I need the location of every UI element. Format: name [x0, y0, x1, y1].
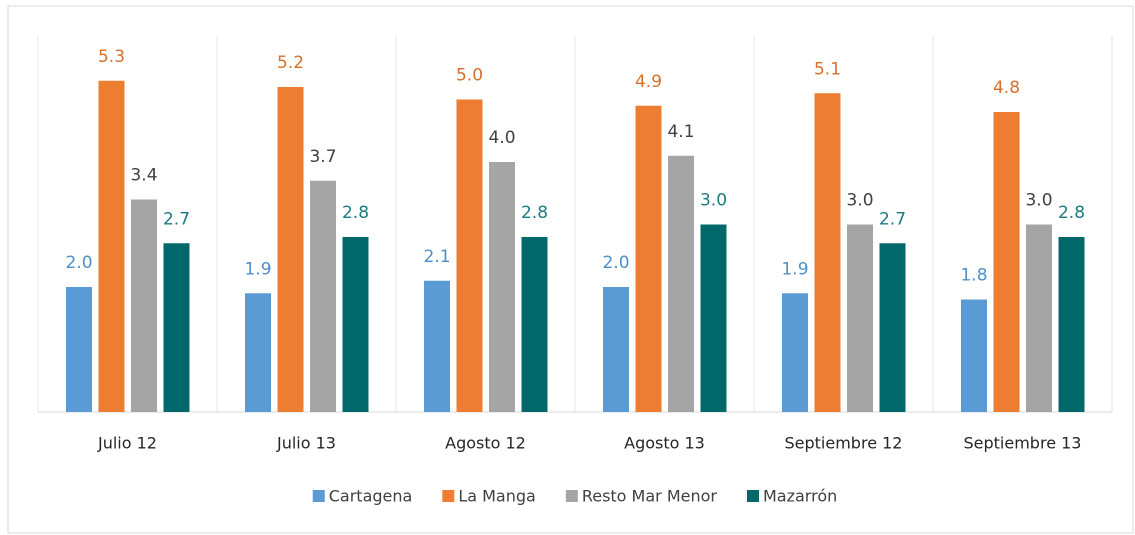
bar — [66, 287, 92, 412]
bar — [131, 199, 157, 412]
bar — [700, 224, 727, 412]
bar — [961, 299, 987, 412]
bar — [814, 93, 841, 412]
data-label: 2.8 — [342, 203, 369, 223]
bar — [668, 155, 694, 412]
x-tick-label: Septiembre 13 — [964, 434, 1082, 453]
bar — [521, 237, 548, 412]
data-label: 3.4 — [130, 166, 157, 186]
data-label: 4.9 — [635, 72, 662, 92]
data-label: 5.1 — [814, 59, 841, 79]
data-label: 3.0 — [700, 191, 727, 211]
x-tick-label: Agosto 13 — [624, 434, 705, 453]
bar — [342, 237, 369, 412]
legend-label: Resto Mar Menor — [582, 487, 718, 506]
bar — [603, 287, 629, 412]
data-label: 2.8 — [1058, 203, 1085, 223]
legend-swatch — [565, 490, 578, 502]
data-label: 4.1 — [667, 122, 694, 142]
x-tick-label: Julio 12 — [97, 434, 157, 453]
data-label: 3.0 — [846, 191, 873, 211]
bar — [98, 80, 125, 412]
data-label: 5.0 — [456, 66, 483, 86]
x-tick-label: Agosto 12 — [445, 434, 526, 453]
data-label: 2.0 — [65, 253, 92, 273]
data-label: 3.7 — [309, 147, 336, 167]
chart-border — [7, 5, 1134, 534]
bar — [245, 293, 271, 412]
data-label: 2.7 — [163, 209, 190, 229]
bar — [847, 224, 873, 412]
legend-swatch — [442, 490, 455, 502]
bar — [635, 105, 662, 412]
data-label: 2.0 — [602, 253, 629, 273]
data-label: 2.8 — [521, 203, 548, 223]
legend-swatch — [746, 490, 759, 502]
legend-label: Mazarrón — [763, 487, 837, 506]
data-label: 1.9 — [781, 259, 808, 279]
x-tick-label: Septiembre 12 — [785, 434, 903, 453]
data-label: 1.8 — [960, 266, 987, 286]
data-label: 2.1 — [423, 247, 450, 267]
bar — [163, 243, 190, 412]
x-tick-label: Julio 13 — [276, 434, 336, 453]
bar — [277, 87, 304, 412]
data-label: 5.2 — [277, 53, 304, 73]
data-label: 4.0 — [488, 128, 515, 148]
data-label: 3.0 — [1025, 191, 1052, 211]
bar — [782, 293, 808, 412]
data-label: 1.9 — [244, 259, 271, 279]
legend-label: Cartagena — [329, 487, 413, 506]
bar — [879, 243, 906, 412]
bar — [993, 112, 1020, 412]
data-label: 2.7 — [879, 209, 906, 229]
bar — [1026, 224, 1052, 412]
bar — [489, 162, 515, 412]
bar — [310, 180, 336, 412]
bar — [456, 99, 483, 412]
data-label: 4.8 — [993, 78, 1020, 98]
legend-swatch — [312, 490, 325, 502]
bar — [424, 280, 450, 412]
legend-label: La Manga — [458, 487, 536, 506]
data-label: 5.3 — [98, 47, 125, 67]
bar — [1058, 237, 1085, 412]
